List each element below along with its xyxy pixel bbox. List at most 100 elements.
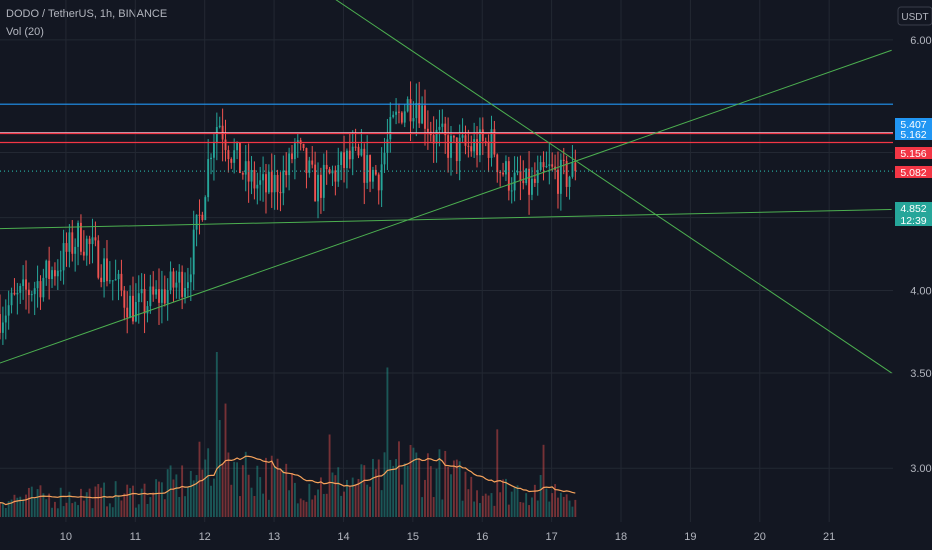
candle-body xyxy=(331,170,334,174)
volume-indicator-title[interactable]: Vol (20) xyxy=(6,26,44,38)
candle-body xyxy=(505,161,507,175)
candle-body xyxy=(288,153,291,176)
price-badge-label: 5.156 xyxy=(900,148,926,160)
volume-bar xyxy=(360,464,363,517)
candle-body xyxy=(236,142,239,151)
candle-body xyxy=(406,99,409,112)
candle-body xyxy=(305,148,308,174)
volume-bar xyxy=(317,489,319,517)
time-tick-label: 19 xyxy=(684,531,696,543)
volume-bar xyxy=(412,447,415,517)
time-tick-label: 20 xyxy=(754,531,766,543)
volume-bar xyxy=(160,482,163,517)
volume-bar xyxy=(348,485,351,517)
volume-bar xyxy=(354,485,357,517)
candle-body xyxy=(259,180,262,185)
volume-bar xyxy=(262,493,265,517)
candle-body xyxy=(452,135,455,138)
candle-body xyxy=(65,243,68,252)
candle-body xyxy=(525,168,528,184)
volume-bar xyxy=(554,484,557,517)
price-badge-label: 12:39 xyxy=(900,215,926,227)
volume-bar xyxy=(184,496,186,517)
candle-body xyxy=(487,141,490,158)
volume-bar xyxy=(91,508,94,517)
candle-body xyxy=(152,286,155,295)
candle-body xyxy=(239,142,241,174)
volume-bar xyxy=(447,466,450,517)
volume-bar xyxy=(366,484,369,517)
volume-bar xyxy=(296,503,299,517)
volume-bar xyxy=(484,493,487,517)
volume-bar xyxy=(123,493,126,517)
volume-bar xyxy=(345,479,348,517)
candle-body xyxy=(502,172,504,175)
volume-bar xyxy=(357,478,360,517)
volume-bar xyxy=(574,499,577,517)
volume-bar xyxy=(210,485,212,517)
volume-bar xyxy=(117,495,120,517)
volume-bar xyxy=(450,474,452,517)
time-tick-label: 12 xyxy=(199,531,211,543)
volume-bar xyxy=(478,503,481,517)
candle-body xyxy=(426,128,429,132)
candle-body xyxy=(215,127,218,143)
candle-body xyxy=(470,146,473,152)
volume-bar xyxy=(215,352,218,517)
volume-bar xyxy=(158,481,160,517)
trendline[interactable] xyxy=(0,208,892,230)
volume-bar xyxy=(97,484,100,517)
candle-body xyxy=(461,135,464,138)
candle-body xyxy=(267,171,270,193)
volume-bar xyxy=(94,486,97,517)
volume-bar xyxy=(56,508,59,517)
volume-bar xyxy=(476,490,478,517)
volume-bar xyxy=(455,459,458,517)
volume-bar xyxy=(528,505,531,517)
volume-bar xyxy=(233,461,236,517)
volume-bar xyxy=(395,459,398,517)
volume-bar xyxy=(36,489,39,517)
candle-body xyxy=(536,169,539,183)
trendline[interactable] xyxy=(0,49,892,364)
volume-bar xyxy=(557,497,559,517)
volume-bar xyxy=(299,498,302,517)
trendline[interactable] xyxy=(267,0,892,374)
candle-body xyxy=(241,173,244,175)
volume-bar xyxy=(195,475,198,517)
candle-body xyxy=(337,165,340,182)
candle-body xyxy=(82,251,85,256)
volume-bar xyxy=(270,455,273,517)
volume-bar xyxy=(429,466,432,517)
candle-body xyxy=(516,170,519,173)
candle-body xyxy=(565,160,568,187)
candle-body xyxy=(1,322,4,333)
candle-body xyxy=(213,142,215,158)
time-tick-label: 18 xyxy=(615,531,627,543)
volume-bar xyxy=(279,470,282,517)
volume-bar xyxy=(467,489,470,517)
candle-body xyxy=(166,290,169,304)
candle-body xyxy=(409,99,412,122)
volume-bar xyxy=(513,487,516,517)
currency-badge[interactable] xyxy=(897,6,932,26)
volume-bar xyxy=(103,482,106,517)
symbol-title[interactable]: DODO / TetherUS, 1h, BINANCE xyxy=(6,8,168,20)
volume-bar xyxy=(218,420,221,517)
candle-body xyxy=(533,178,536,183)
candle-body xyxy=(117,273,120,280)
volume-bar xyxy=(377,459,380,517)
candle-body xyxy=(30,294,33,296)
volume-bar xyxy=(253,496,256,517)
volume-bar xyxy=(473,501,476,517)
price-badge xyxy=(895,202,932,214)
volume-bar xyxy=(132,485,134,517)
price-tick-label: 6.000 xyxy=(910,35,932,47)
volume-bar xyxy=(432,497,435,517)
candle-body xyxy=(574,162,577,172)
volume-bar xyxy=(502,479,504,517)
volume-bar xyxy=(322,493,325,517)
volume-bar xyxy=(568,500,571,517)
candle-body xyxy=(276,174,279,192)
